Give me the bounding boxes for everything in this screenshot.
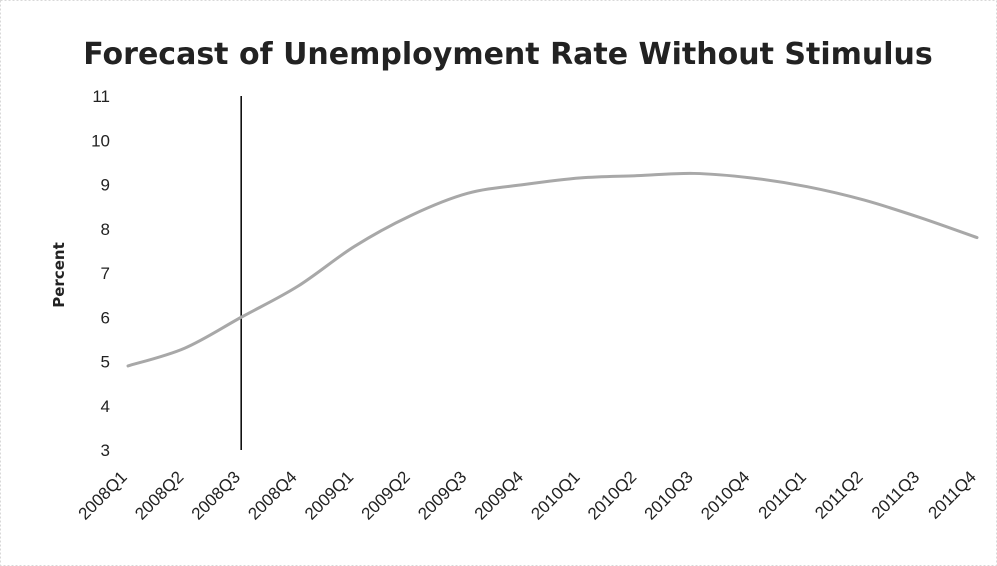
y-tick-label: 5 bbox=[101, 353, 110, 372]
chart-title: Forecast of Unemployment Rate Without St… bbox=[83, 37, 932, 72]
y-tick-label: 7 bbox=[101, 264, 110, 283]
y-tick-label: 4 bbox=[101, 397, 110, 416]
y-tick-label: 6 bbox=[101, 308, 110, 327]
y-tick-label: 10 bbox=[91, 131, 110, 150]
plot-area bbox=[126, 96, 979, 450]
y-tick-label: 9 bbox=[101, 176, 110, 195]
y-tick-label: 11 bbox=[92, 87, 110, 106]
unemployment-series-line bbox=[126, 171, 979, 368]
y-tick-label: 8 bbox=[101, 220, 110, 239]
y-tick-label: 3 bbox=[101, 441, 110, 460]
y-axis-ticks: 3 4 5 6 7 8 9 10 11 bbox=[91, 87, 110, 460]
y-axis-title: Percent bbox=[50, 242, 68, 307]
